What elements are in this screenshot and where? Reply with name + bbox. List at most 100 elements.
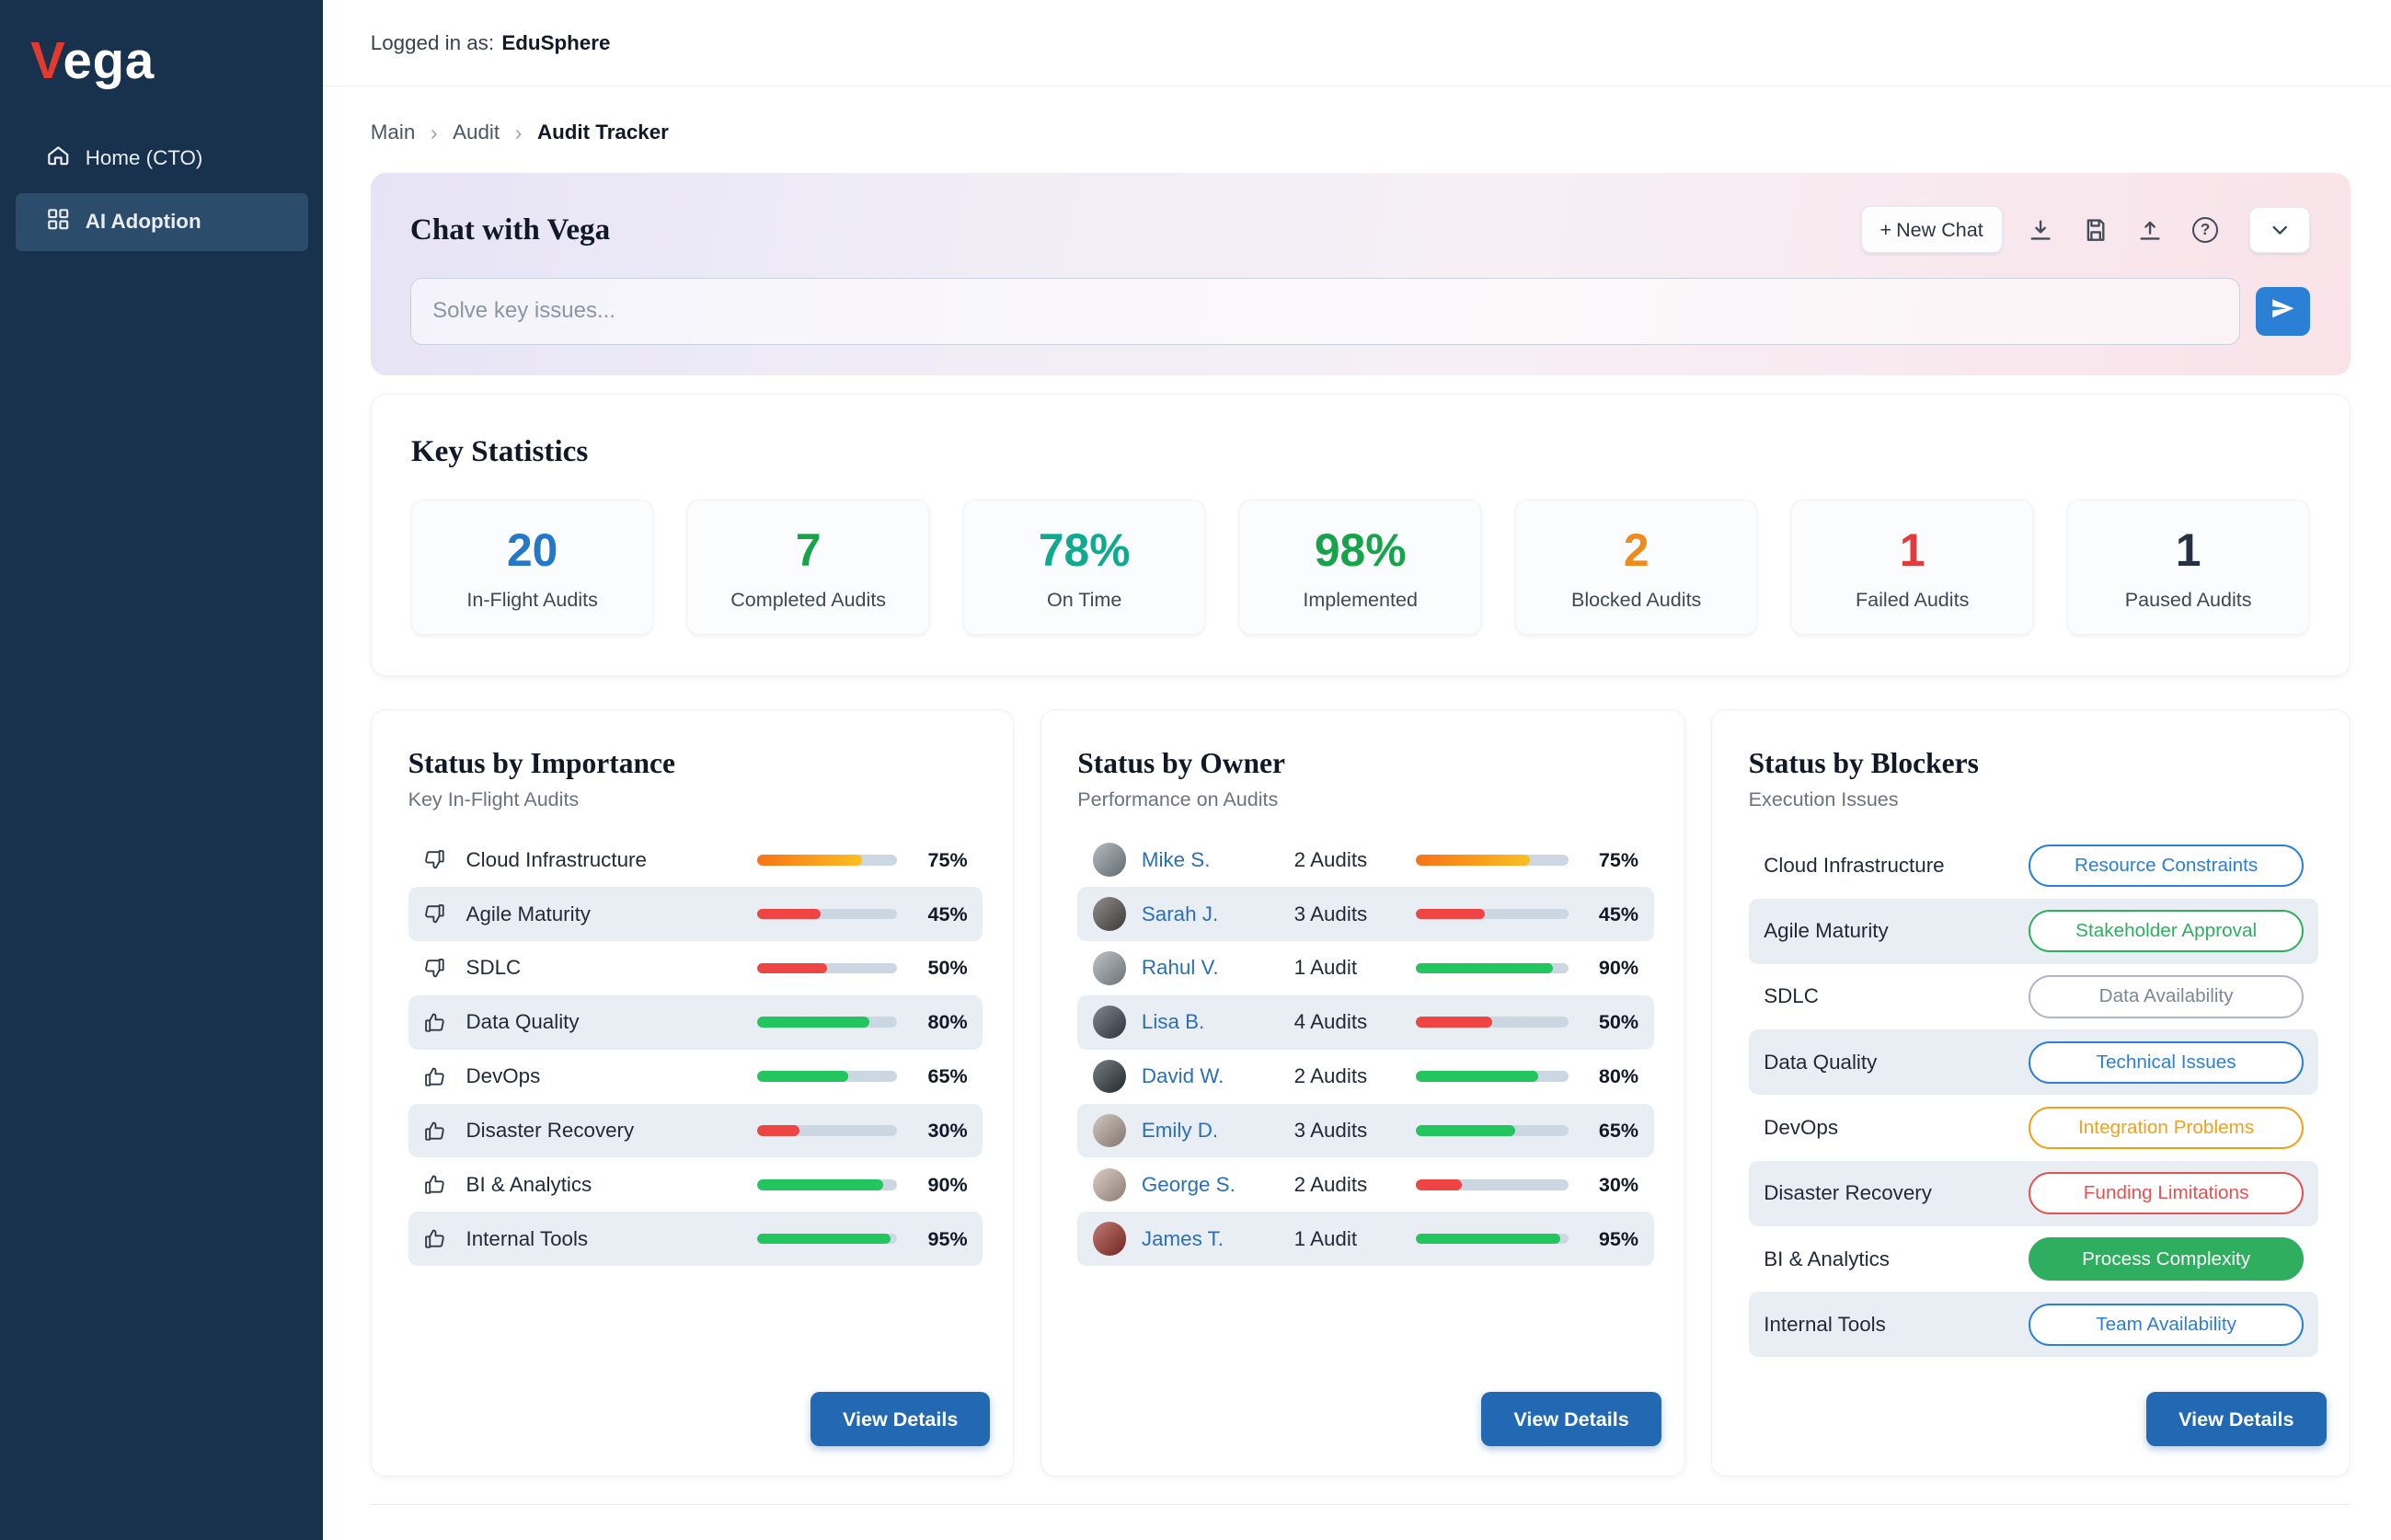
progress-percent: 65% (1598, 1118, 1639, 1142)
progress-fill (756, 1071, 849, 1082)
stat-value: 98% (1314, 524, 1407, 576)
avatar (1092, 1059, 1127, 1094)
progress-bar (1416, 1233, 1569, 1245)
owner-name-link[interactable]: Rahul V. (1141, 956, 1219, 980)
logo-rest: ega (63, 31, 155, 90)
logged-in-prefix: Logged in as: (370, 30, 495, 54)
progress-percent: 75% (1598, 847, 1639, 871)
progress-percent: 80% (1598, 1064, 1639, 1088)
save-icon[interactable] (2078, 213, 2111, 247)
blocker-pill[interactable]: Resource Constraints (2029, 844, 2304, 888)
owner-name-link[interactable]: Sarah J. (1141, 902, 1219, 925)
sidebar-item-label: AI Adoption (85, 210, 201, 234)
breadcrumb-audit[interactable]: Audit (453, 121, 500, 144)
importance-list: Cloud Infrastructure 75% Agile Maturity … (408, 833, 983, 1267)
upload-icon[interactable] (2133, 213, 2167, 247)
owner-audit-count: 1 Audit (1293, 1226, 1358, 1250)
owner-name-link[interactable]: Lisa B. (1141, 1010, 1205, 1034)
progress-bar (1416, 854, 1569, 866)
avatar (1092, 951, 1127, 985)
chat-actions: + New Chat ? (1860, 206, 2311, 254)
send-button[interactable] (2255, 286, 2311, 336)
blocker-row: Internal Tools Team Availability (1748, 1292, 2319, 1358)
blocker-area-label: Disaster Recovery (1764, 1181, 1932, 1205)
chat-panel: Chat with Vega + New Chat ? (370, 172, 2351, 376)
sidebar-item-ai-adoption[interactable]: AI Adoption (15, 193, 308, 251)
owner-row: James T. 1 Audit 95% (1077, 1212, 1654, 1267)
blocker-area-label: SDLC (1764, 984, 1819, 1008)
importance-row: Agile Maturity 45% (408, 887, 983, 941)
stat-label: On Time (1046, 587, 1122, 611)
topbar: Logged in as: EduSphere (323, 0, 2391, 87)
blocker-area-label: Internal Tools (1764, 1312, 1886, 1336)
blocker-row: DevOps Integration Problems (1749, 1095, 2319, 1160)
progress-percent: 45% (1598, 902, 1639, 925)
chevron-down-icon[interactable] (2249, 206, 2311, 253)
blocker-area-label: Agile Maturity (1764, 919, 1889, 943)
progress-percent: 30% (1598, 1172, 1639, 1196)
blocker-row: Disaster Recovery Funding Limitations (1748, 1160, 2319, 1226)
progress-bar (756, 1233, 898, 1245)
progress-percent: 50% (1598, 1010, 1639, 1034)
sidebar-nav: Home (CTO) AI Adoption (0, 130, 323, 251)
status-by-importance-card: Status by Importance Key In-Flight Audit… (370, 709, 1015, 1477)
breadcrumb-main[interactable]: Main (370, 121, 416, 144)
stat-value: 1 (1899, 524, 1925, 576)
blocker-row: BI & Analytics Process Complexity (1749, 1226, 2319, 1292)
blocker-pill[interactable]: Technical Issues (2029, 1040, 2304, 1084)
download-icon[interactable] (2024, 213, 2057, 247)
owner-row: Emily D. 3 Audits 65% (1077, 1103, 1654, 1158)
chat-input[interactable] (409, 277, 2241, 345)
owner-row: Mike S. 2 Audits 75% (1077, 833, 1653, 887)
avatar (1092, 1006, 1127, 1040)
blocker-pill[interactable]: Team Availability (2029, 1303, 2304, 1346)
owner-name-link[interactable]: George S. (1141, 1172, 1236, 1196)
help-icon[interactable]: ? (2189, 213, 2222, 247)
owner-name-link[interactable]: Mike S. (1141, 847, 1211, 871)
status-by-blockers-card: Status by Blockers Execution Issues Clou… (1710, 709, 2351, 1477)
audit-area-label: Data Quality (466, 1010, 580, 1034)
view-details-button[interactable]: View Details (810, 1391, 991, 1447)
owner-audit-count: 2 Audits (1293, 1064, 1368, 1088)
view-details-button[interactable]: View Details (1481, 1391, 1661, 1447)
progress-percent: 30% (927, 1118, 968, 1142)
sidebar-item-home[interactable]: Home (CTO) (16, 130, 308, 187)
blocker-pill[interactable]: Data Availability (2029, 975, 2304, 1018)
account-name: EduSphere (501, 30, 611, 54)
owner-name-link[interactable]: Emily D. (1141, 1118, 1219, 1142)
progress-percent: 90% (927, 1172, 968, 1196)
view-details-button[interactable]: View Details (2146, 1391, 2327, 1447)
owner-name-link[interactable]: James T. (1141, 1226, 1224, 1250)
card-title: Status by Importance (408, 746, 675, 779)
importance-row: Cloud Infrastructure 75% (408, 833, 983, 887)
owner-audit-count: 3 Audits (1293, 902, 1368, 925)
progress-bar (756, 1178, 898, 1190)
section-divider (370, 1503, 2351, 1506)
blockers-list: Cloud Infrastructure Resource Constraint… (1748, 833, 2319, 1358)
blocker-pill[interactable]: Stakeholder Approval (2029, 909, 2304, 953)
importance-row: Internal Tools 95% (408, 1212, 983, 1267)
stat-paused: 1 Paused Audits (2066, 500, 2310, 636)
blocker-row: SDLC Data Availability (1749, 964, 2319, 1029)
blocker-pill[interactable]: Process Complexity (2029, 1237, 2304, 1281)
avatar (1092, 843, 1127, 877)
status-cards-row: Status by Importance Key In-Flight Audit… (370, 709, 2351, 1477)
blocker-pill[interactable]: Integration Problems (2029, 1106, 2304, 1150)
progress-bar (756, 854, 898, 866)
progress-bar (756, 1017, 898, 1029)
stat-value: 2 (1623, 524, 1650, 576)
owner-row: Lisa B. 4 Audits 50% (1077, 994, 1654, 1050)
stat-label: Paused Audits (2124, 587, 2252, 611)
blocker-pill[interactable]: Funding Limitations (2029, 1172, 2304, 1215)
stat-label: Failed Audits (1855, 587, 1970, 611)
avatar (1092, 1222, 1127, 1256)
blocker-row: Cloud Infrastructure Resource Constraint… (1749, 833, 2319, 898)
progress-percent: 65% (927, 1064, 968, 1088)
chat-title: Chat with Vega (409, 212, 611, 247)
home-icon (46, 144, 71, 174)
new-chat-button[interactable]: + New Chat (1860, 206, 2003, 254)
progress-fill (1416, 908, 1485, 920)
key-statistics-panel: Key Statistics 20 In-Flight Audits 7 Com… (370, 393, 2351, 676)
owner-name-link[interactable]: David W. (1141, 1064, 1224, 1088)
stat-value: 7 (795, 524, 822, 576)
